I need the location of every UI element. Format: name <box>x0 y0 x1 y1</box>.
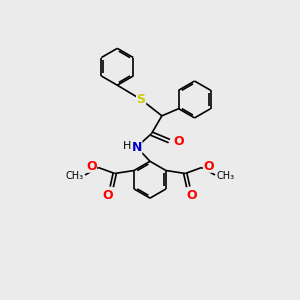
Text: O: O <box>86 160 97 172</box>
Text: CH₃: CH₃ <box>65 172 83 182</box>
Text: O: O <box>187 189 197 202</box>
Text: O: O <box>173 135 184 148</box>
Text: CH₃: CH₃ <box>217 172 235 182</box>
Text: H: H <box>123 140 131 151</box>
Text: O: O <box>203 160 214 172</box>
Text: N: N <box>131 140 142 154</box>
Text: O: O <box>103 189 113 202</box>
Text: S: S <box>136 93 146 106</box>
